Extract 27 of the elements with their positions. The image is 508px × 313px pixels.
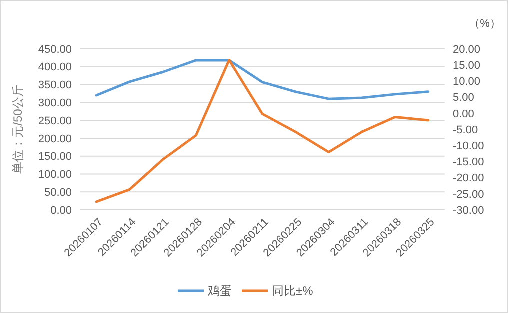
y2-tick-label: 15.00 [453,60,481,72]
y2-tick-label: 20.00 [453,44,481,56]
y-tick-label: 300.00 [38,98,72,110]
y2-tick-label: 0.00 [453,108,474,120]
y2-axis-title: （%） [469,18,501,30]
legend-label: 鸡蛋 [207,284,232,298]
y-tick-label: 450.00 [38,44,72,56]
y-tick-label: 50.00 [44,186,72,199]
y-tick-label: 150.00 [38,151,72,164]
y-tick-label: 200.00 [38,133,72,146]
y-tick-label: 100.00 [38,169,72,182]
y2-tick-label: -20.00 [453,172,484,185]
y2-tick-label: 10.00 [453,76,481,88]
y-tick-label: 0.00 [50,204,72,217]
legend-label: 同比±% [272,284,314,298]
y-tick-label: 400.00 [38,62,72,74]
y-axis-title: 单位：元/50公斤 [11,85,25,174]
y2-tick-label: -5.00 [453,124,478,136]
y2-tick-label: -15.00 [453,156,484,169]
line-series [95,59,430,204]
line-series [95,59,430,100]
y-tick-label: 350.00 [38,80,72,92]
y2-tick-label: -25.00 [453,188,484,201]
y-tick-label: 250.00 [38,115,72,128]
y2-tick-label: -10.00 [453,140,484,152]
y2-tick-label: 5.00 [453,92,474,104]
y2-tick-label: -30.00 [453,204,484,217]
